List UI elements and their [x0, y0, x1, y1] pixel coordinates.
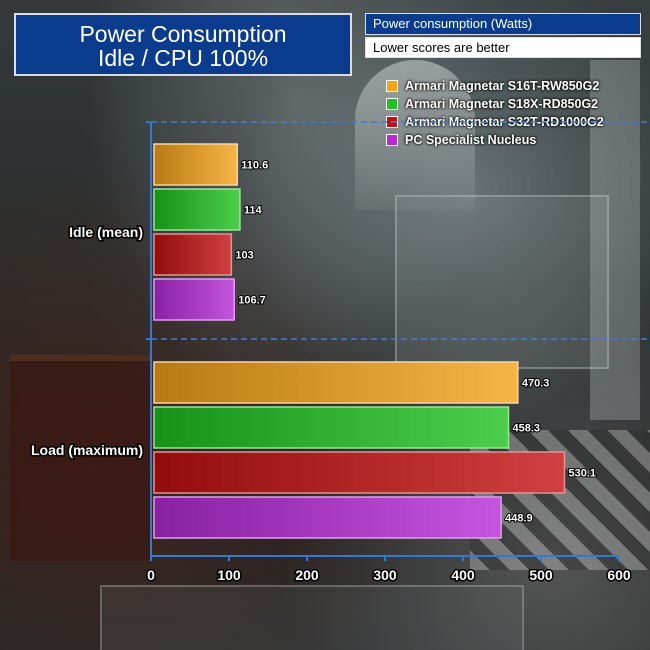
bar-value-label: 106.7 — [238, 295, 266, 307]
unit-label: Power consumption (Watts) — [365, 13, 641, 35]
x-tick-label: 600 — [607, 567, 631, 583]
bar-value-label: 470.3 — [522, 378, 550, 390]
bar — [153, 233, 233, 276]
legend-swatch — [386, 80, 398, 92]
category-label: Load (maximum) — [31, 442, 143, 458]
category-label: Idle (mean) — [69, 224, 143, 240]
legend-swatch — [386, 98, 398, 110]
bar-value-label: 458.3 — [512, 423, 540, 435]
x-tick-label: 100 — [217, 567, 241, 583]
bar-value-label: 530.1 — [568, 468, 596, 480]
x-tick-label: 500 — [529, 567, 553, 583]
legend-label: Armari Magnetar S16T-RW850G2 — [405, 79, 600, 93]
bar — [153, 496, 502, 539]
bar-value-label: 103 — [235, 250, 253, 262]
chart-title: Power Consumption Idle / CPU 100% — [14, 13, 352, 76]
background-shelf — [10, 355, 150, 561]
x-tick-label: 0 — [147, 567, 155, 583]
x-tick-label: 200 — [295, 567, 319, 583]
x-tick-label: 300 — [373, 567, 397, 583]
bar — [153, 406, 510, 449]
background-display-case — [395, 195, 609, 369]
legend-item: Armari Magnetar S18X-RD850G2 — [386, 95, 604, 113]
legend-label: Armari Magnetar S18X-RD850G2 — [405, 97, 599, 111]
bar — [153, 188, 241, 231]
background-pillar — [590, 60, 640, 420]
legend-item: Armari Magnetar S16T-RW850G2 — [386, 77, 604, 95]
background-window — [355, 60, 475, 210]
legend-label: PC Specialist Nucleus — [405, 133, 537, 147]
chart-title-line-1: Power Consumption — [79, 21, 287, 47]
background-bottom-case — [100, 585, 524, 650]
bar-value-label: 114 — [244, 205, 263, 217]
bar — [153, 143, 239, 186]
bar-value-label: 448.9 — [505, 513, 533, 525]
bar — [153, 361, 519, 404]
bar-value-label: 110.6 — [241, 160, 268, 172]
chart-legend: Armari Magnetar S16T-RW850G2 Armari Magn… — [386, 77, 604, 149]
bar — [153, 278, 235, 321]
legend-swatch — [386, 134, 398, 146]
chart-title-line-2: Idle / CPU 100% — [97, 45, 269, 71]
x-tick-label: 400 — [451, 567, 475, 583]
note-label: Lower scores are better — [365, 37, 641, 58]
bar — [153, 451, 566, 494]
legend-item: PC Specialist Nucleus — [386, 131, 604, 149]
